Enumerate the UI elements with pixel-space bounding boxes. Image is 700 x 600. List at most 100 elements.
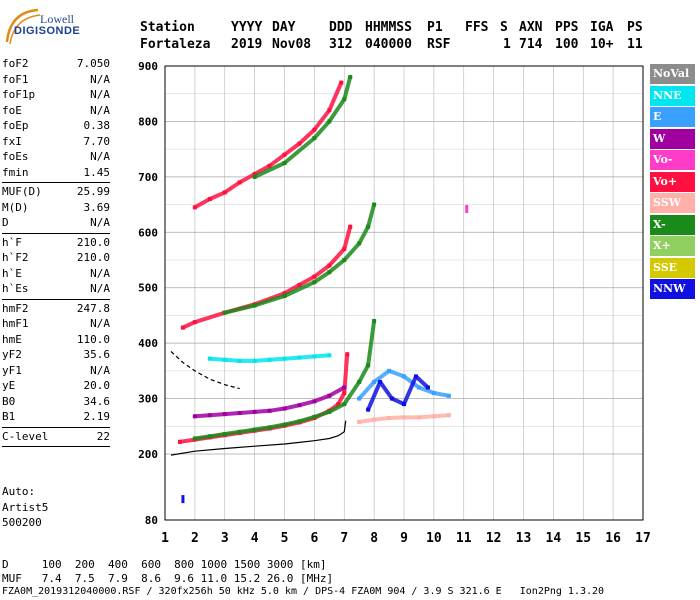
param-separator <box>2 426 110 428</box>
echo-point-x- <box>357 379 362 384</box>
stray-echo-point <box>465 205 469 214</box>
echo-point-nnw <box>378 379 383 384</box>
param-name: foE <box>2 103 22 117</box>
param-name: hmF1 <box>2 317 29 330</box>
echo-point-x- <box>357 241 362 246</box>
x-tick-label: 4 <box>251 531 259 546</box>
echo-point-nne <box>207 356 212 361</box>
header-values: Fortaleza 2019 Nov08 312 040000 RSF 1 71… <box>140 37 643 232</box>
param-row: yE 20.0 <box>2 379 110 395</box>
val-ps: 11 <box>627 37 643 52</box>
param-name: hmE <box>2 332 22 346</box>
echo-point-x- <box>207 434 212 439</box>
param-row: fxI 7.70 <box>2 135 110 151</box>
echo-point-nnw <box>390 396 395 401</box>
echo-point-x- <box>267 425 272 430</box>
echo-point-w <box>207 413 212 418</box>
param-name: h`F <box>2 235 22 249</box>
echo-point-ssw <box>387 415 392 420</box>
echo-point-x- <box>297 419 302 424</box>
echo-point-nnw <box>366 407 371 412</box>
x-tick-label: 3 <box>221 531 229 546</box>
val-year: 2019 <box>231 37 263 52</box>
polarization-legend: NoVal NNE E W Vo- Vo+ SSW X- X+ SSE NNW <box>650 64 695 301</box>
param-name: hmF2 <box>2 301 29 315</box>
echo-point-vo- <box>339 80 344 85</box>
param-row: foE N/A <box>2 104 110 120</box>
param-name: fxI <box>2 134 22 148</box>
echo-point-vo- <box>312 127 317 132</box>
trace-vo- <box>180 224 353 330</box>
echo-point-nne <box>312 354 317 359</box>
echo-point-ssw <box>431 414 436 419</box>
echo-point-w <box>267 408 272 413</box>
auto-label: Auto: <box>2 485 36 498</box>
echo-point-x- <box>312 414 317 419</box>
echo-point-vo- <box>222 190 227 195</box>
echo-point-x- <box>372 318 377 323</box>
y-tick-label: 80 <box>145 514 158 527</box>
echo-point-vo- <box>348 224 353 229</box>
legend-item-nne: NNE <box>650 85 695 106</box>
echo-point-x- <box>327 409 332 414</box>
echo-point-vo- <box>327 108 332 113</box>
echo-point-x- <box>372 202 377 207</box>
echo-point-x- <box>252 427 257 432</box>
x-tick-label: 8 <box>370 531 378 546</box>
param-row: h`E N/A <box>2 267 110 283</box>
hdr-year: YYYY <box>231 20 263 35</box>
param-name: h`Es <box>2 282 29 295</box>
echo-point-e <box>402 374 406 379</box>
param-row: h`Es N/A <box>2 282 110 298</box>
x-tick-label: 11 <box>456 531 472 546</box>
param-value: N/A <box>90 363 110 377</box>
echo-point-vo- <box>336 402 341 407</box>
echo-point-vo- <box>267 163 272 168</box>
param-name: foF1 <box>2 72 29 86</box>
legend-item-ssw: SSW <box>650 193 695 213</box>
val-day: Nov08 <box>272 37 312 52</box>
param-name: B1 <box>2 410 16 423</box>
param-name: D <box>2 216 9 229</box>
param-separator <box>2 232 110 234</box>
legend-item-noval: NoVal <box>650 64 695 84</box>
x-tick-label: 12 <box>486 531 502 546</box>
param-value: 25.99 <box>76 185 110 198</box>
echo-point-x- <box>237 429 242 434</box>
echo-point-e <box>416 385 421 390</box>
echo-point-w <box>297 403 302 408</box>
param-name: B0 <box>2 394 16 408</box>
param-row: B0 34.6 <box>2 395 110 411</box>
param-value: N/A <box>90 282 110 295</box>
logo-lowell-text: Lowell <box>40 12 74 26</box>
x-tick-label: 1 <box>161 531 169 546</box>
echo-point-x- <box>327 270 332 275</box>
param-row: hmF1 N/A <box>2 317 110 333</box>
trace-x- <box>252 75 353 179</box>
echo-point-x- <box>366 224 371 229</box>
echo-point-vo- <box>177 439 182 444</box>
param-row: M(D) 3.69 <box>2 201 110 217</box>
param-row: foEs N/A <box>2 150 110 166</box>
param-name: h`E <box>2 266 22 280</box>
echo-point-x- <box>282 294 287 299</box>
legend-item-nnw: NNW <box>650 279 695 299</box>
x-tick-label: 10 <box>426 531 442 546</box>
hdr-ddd: DDD <box>329 20 353 35</box>
echo-point-x- <box>327 119 332 124</box>
echo-point-vo- <box>345 352 350 357</box>
echo-point-nne <box>222 357 227 362</box>
echo-point-w <box>327 393 332 398</box>
echo-point-nnw <box>425 385 430 390</box>
param-name: foEs <box>2 150 29 163</box>
legend-item-sse: SSE <box>650 257 695 278</box>
header-columns: Station YYYY DAY DDD HHMMSS P1 FFS S AXN… <box>140 20 643 215</box>
echo-point-ssw <box>372 417 377 422</box>
echo-point-w <box>252 409 257 414</box>
y-tick-label: 600 <box>138 226 158 239</box>
hdr-ps: PS <box>627 20 643 35</box>
hdr-p1: P1 <box>427 20 443 35</box>
echo-point-nne <box>252 358 257 363</box>
param-row: h`F2 210.0 <box>2 251 110 267</box>
echo-point-nnw <box>413 374 418 379</box>
